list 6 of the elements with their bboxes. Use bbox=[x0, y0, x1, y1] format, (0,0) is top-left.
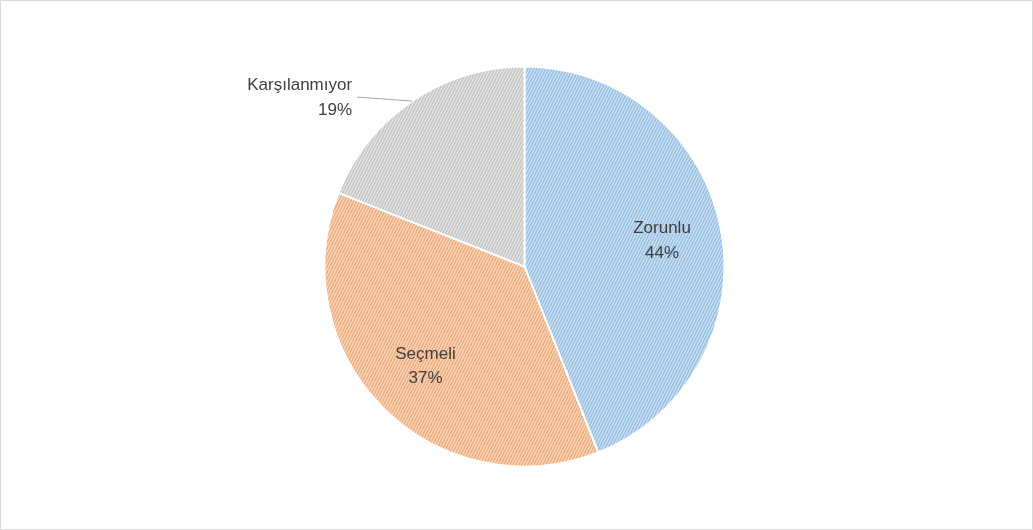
data-label: 44% bbox=[645, 243, 680, 263]
slice-label: Seçmeli bbox=[395, 343, 456, 363]
slice-label: Zorunlu bbox=[633, 218, 691, 238]
data-label: 19% bbox=[318, 99, 353, 119]
data-label: 37% bbox=[408, 368, 443, 388]
slice-label: Karşılanmıyor bbox=[247, 75, 353, 95]
